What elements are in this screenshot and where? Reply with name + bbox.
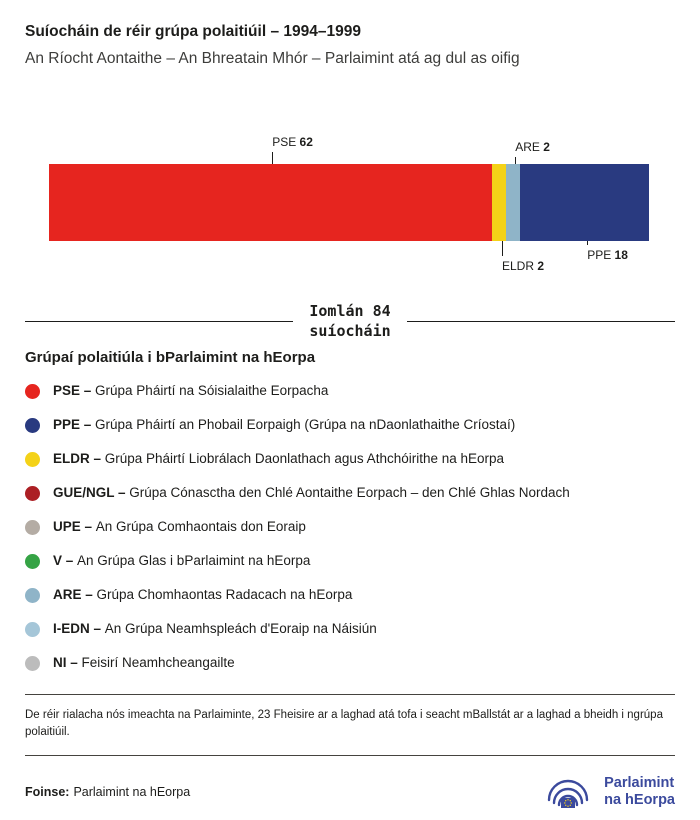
callout-leader-line	[502, 240, 503, 256]
legend-list: PSE – Grúpa Pháirtí na Sóisialaithe Eorp…	[25, 374, 675, 680]
total-seats-label: Iomlán 84 suíocháin	[309, 301, 391, 340]
legend-label: UPE – An Grúpa Comhaontais don Eoraip	[53, 519, 306, 535]
legend-label: ELDR – Grúpa Pháirtí Liobrálach Daonlath…	[53, 451, 505, 467]
bar-segment-eldr	[491, 163, 507, 241]
callout-label: ELDR 2	[502, 258, 545, 273]
legend-item-upe: UPE – An Grúpa Comhaontais don Eoraip	[25, 510, 675, 544]
legend-item-v: V – An Grúpa Glas i bParlaimint na hEorp…	[25, 544, 675, 578]
legend-item-pse: PSE – Grúpa Pháirtí na Sóisialaithe Eorp…	[25, 374, 675, 408]
header: Suíocháin de réir grúpa polaitiúil – 199…	[25, 0, 675, 69]
chart-subtitle: An Ríocht Aontaithe – An Bhreatain Mhór …	[25, 50, 520, 68]
legend-label: GUE/NGL – Grúpa Cónasctha den Chlé Aonta…	[53, 485, 570, 501]
callout-leader-line	[272, 151, 274, 164]
legend-title: Grúpaí polaitiúla i bParlaimint na hEorp…	[25, 349, 316, 367]
stacked-bar: PSE 62 ARE 2 ELDR 2 PPE 18	[49, 135, 649, 272]
legend-color-dot	[25, 383, 40, 399]
callout-leader-line	[587, 240, 589, 245]
logo-text: Parlaimint na hEorpa	[604, 775, 675, 808]
legend-item-eldr: ELDR – Grúpa Pháirtí Liobrálach Daonlath…	[25, 442, 675, 476]
callout-ppe: PPE 18	[587, 240, 628, 262]
callout-pse: PSE 62	[272, 134, 313, 164]
logo-line2: na hEorpa	[604, 791, 675, 808]
legend-label: V – An Grúpa Glas i bParlaimint na hEorp…	[53, 553, 311, 569]
source-text: Parlaimint na hEorpa	[73, 784, 191, 799]
callout-label: ARE 2	[515, 139, 550, 154]
bar-segment-ppe	[520, 163, 649, 241]
callout-leader-line	[515, 156, 517, 164]
legend-item-are: ARE – Grúpa Chomhaontas Radacach na hEor…	[25, 578, 675, 612]
legend-label: I-EDN – An Grúpa Neamhspleách d'Eoraip n…	[53, 621, 377, 637]
legend-item-ppe: PPE – Grúpa Pháirtí an Phobail Eorpaigh …	[25, 408, 675, 442]
callout-label: PPE 18	[587, 247, 628, 262]
legend-color-dot	[25, 417, 40, 433]
legend-item-ni: NI – Feisirí Neamhcheangailte	[25, 646, 675, 680]
source-label: Foinse:	[25, 784, 70, 799]
source: Foinse: Parlaimint na hEorpa	[25, 785, 190, 799]
chart-title: Suíocháin de réir grúpa polaitiúil – 199…	[25, 23, 361, 40]
callout-are: ARE 2	[515, 139, 550, 164]
hemicycle-logo-icon	[547, 779, 589, 808]
footnote: De réir rialacha nós imeachta na Parlaim…	[25, 709, 663, 738]
legend-color-dot	[25, 553, 40, 569]
legend-color-dot	[25, 655, 40, 671]
callout-label: PSE 62	[272, 134, 313, 149]
bar-segment-are	[506, 163, 521, 241]
callout-eldr: ELDR 2	[502, 240, 545, 273]
total-row: Iomlán 84 suíocháin	[25, 301, 675, 342]
legend-color-dot	[25, 451, 40, 467]
legend-label: PPE – Grúpa Pháirtí an Phobail Eorpaigh …	[53, 417, 516, 433]
divider-above-footnote	[25, 694, 675, 696]
legend-color-dot	[25, 621, 40, 637]
legend-color-dot	[25, 587, 40, 603]
legend-color-dot	[25, 519, 40, 535]
bar-segment-pse	[49, 163, 492, 241]
total-rule-right	[406, 320, 675, 322]
divider-above-footer	[25, 754, 675, 756]
european-parliament-logo: Parlaimint na hEorpa	[541, 772, 675, 812]
total-rule-left	[25, 320, 294, 322]
legend-label: NI – Feisirí Neamhcheangailte	[53, 655, 235, 671]
legend-item-gue-ngl: GUE/NGL – Grúpa Cónasctha den Chlé Aonta…	[25, 476, 675, 510]
footer: Foinse: Parlaimint na hEorpa Parlaimint	[25, 772, 675, 812]
legend-color-dot	[25, 485, 40, 501]
legend-label: ARE – Grúpa Chomhaontas Radacach na hEor…	[53, 587, 353, 603]
legend-item-i-edn: I-EDN – An Grúpa Neamhspleách d'Eoraip n…	[25, 612, 675, 646]
chart-area: PSE 62 ARE 2 ELDR 2 PPE 18	[49, 135, 649, 272]
legend-label: PSE – Grúpa Pháirtí na Sóisialaithe Eorp…	[53, 383, 329, 399]
logo-line1: Parlaimint	[604, 774, 675, 791]
